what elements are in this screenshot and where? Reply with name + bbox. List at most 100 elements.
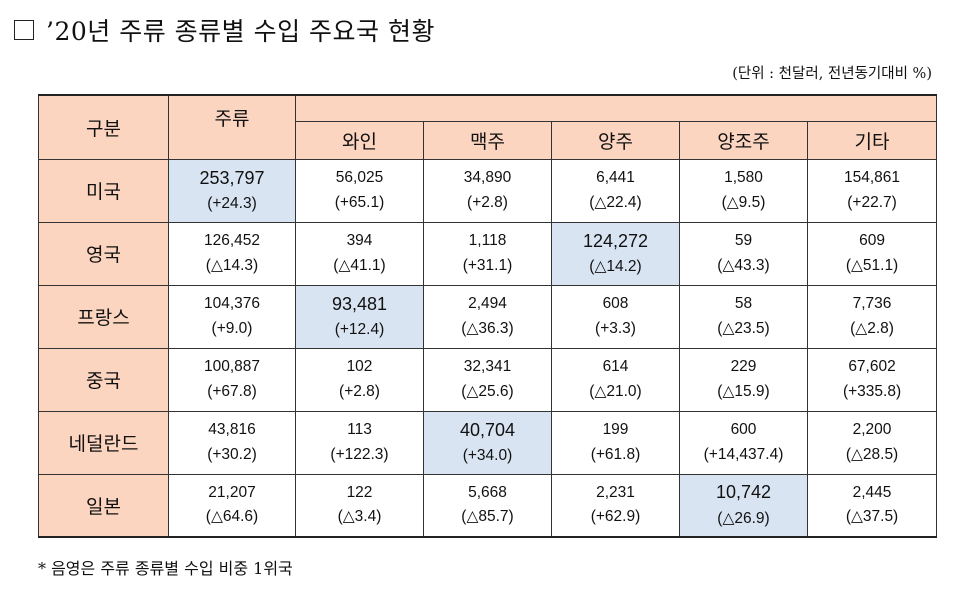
header-brewed: 양조주 [679,120,808,160]
row-country: 미국 [38,158,169,223]
cell-value: 2,445 [852,484,892,502]
cell-value: 614 [602,358,629,376]
cell-value: 1,118 [468,232,507,250]
cell-change: (+31.1) [462,256,513,274]
cell-change: (△14.2) [589,258,642,276]
data-cell: 58 (△23.5) [679,284,808,349]
unit-note: (단위 : 천달러, 전년동기대비 %) [732,66,932,82]
table-row: 영국 126,452 (△14.3) 394 (△41.1) 1,118 (+31.1) 12… [38,221,938,286]
cell-value: 32,341 [463,358,512,376]
cell-value: 1,580 [724,169,763,187]
data-cell: 124,272 (△14.2) [551,221,680,286]
data-cell: 229 (△15.9) [679,347,808,412]
cell-change: (△28.5) [845,445,899,463]
cell-change: (△23.5) [717,319,770,337]
cell-value: 43,816 [208,421,256,439]
cell-value: 67,602 [848,358,896,376]
cell-value: 40,704 [459,419,516,440]
cell-value: 102 [346,358,373,376]
cell-value: 10,742 [715,482,772,503]
data-cell: 126,452 (△14.3) [168,221,296,286]
data-cell: 394 (△41.1) [295,221,424,286]
cell-change: (+65.1) [334,193,385,211]
cell-value: 122 [346,484,373,502]
cell-change: (+14,437.4) [703,445,784,463]
row-country: 영국 [38,221,169,286]
cell-change: (△36.3) [461,319,514,337]
cell-change: (△22.4) [589,193,642,211]
cell-change: (+30.2) [207,445,257,463]
cell-value: 34,890 [463,169,512,187]
cell-change: (△43.3) [717,256,770,274]
import-table: 구분 주류 와인 맥주 양주 양조주 기타 미국 253,797 (+24.3) 56… [38,94,938,538]
cell-change: (△51.1) [845,256,899,274]
cell-value: 2,231 [596,484,635,502]
cell-value: 5,668 [468,484,507,502]
cell-value: 199 [602,421,629,439]
cell-value: 154,861 [844,169,901,187]
data-cell: 122 (△3.4) [295,473,424,538]
cell-value: 229 [730,358,757,376]
cell-value: 124,272 [582,230,649,251]
page-title: ’20년 주류 종류별 수입 주요국 현황 [46,17,435,46]
cell-value: 104,376 [203,295,261,313]
cell-value: 253,797 [199,167,265,188]
cell-change: (+62.9) [590,508,641,526]
row-country: 프랑스 [38,284,169,349]
cell-change: (+122.3) [330,445,389,463]
data-cell: 56,025 (+65.1) [295,158,424,223]
cell-value: 113 [347,421,372,439]
data-cell: 113 (+122.3) [295,410,424,475]
cell-change: (+22.7) [847,193,897,211]
data-cell: 608 (+3.3) [551,284,680,349]
header-spirits: 양주 [551,120,680,160]
header-wine: 와인 [295,120,424,160]
header-liquor: 주류 [168,94,296,160]
data-cell: 1,118 (+31.1) [423,221,552,286]
header-other: 기타 [806,120,938,160]
cell-value: 600 [730,421,757,439]
data-cell: 2,494 (△36.3) [423,284,552,349]
cell-value: 58 [734,295,753,313]
data-cell: 2,200 (△28.5) [806,410,938,475]
header-beer: 맥주 [423,120,552,160]
table-row: 일본 21,207 (△64.6) 122 (△3.4) 5,668 (△85.7) 2,23… [38,473,938,538]
cell-change: (+335.8) [842,382,902,400]
data-cell: 34,890 (+2.8) [423,158,552,223]
data-cell: 1,580 (△9.5) [679,158,808,223]
cell-value: 21,207 [208,484,256,502]
cell-value: 2,494 [468,295,507,313]
cell-value: 6,441 [596,169,635,187]
cell-value: 394 [346,232,373,250]
data-cell: 59 (△43.3) [679,221,808,286]
cell-value: 56,025 [335,169,384,187]
data-cell: 7,736 (△2.8) [806,284,938,349]
cell-change: (+2.8) [339,382,380,400]
cell-change: (△25.6) [461,382,514,400]
table-row: 프랑스 104,376 (+9.0) 93,481 (+12.4) 2,494 (△36.3… [38,284,938,349]
data-cell: 614 (△21.0) [551,347,680,412]
header-category: 구분 [38,94,169,160]
cell-change: (△15.9) [717,382,770,400]
cell-change: (△9.5) [721,193,766,211]
data-cell: 5,668 (△85.7) [423,473,552,538]
data-cell: 104,376 (+9.0) [168,284,296,349]
data-cell: 2,231 (+62.9) [551,473,680,538]
cell-change: (△14.3) [205,256,259,274]
data-cell: 67,602 (+335.8) [806,347,938,412]
header-blank [294,94,938,122]
cell-change: (+61.8) [590,445,641,463]
data-cell: 199 (+61.8) [551,410,680,475]
data-cell: 10,742 (△26.9) [679,473,808,538]
data-cell: 43,816 (+30.2) [168,410,296,475]
cell-change: (+9.0) [211,319,253,337]
cell-change: (+34.0) [462,447,513,465]
footnote: * 음영은 주류 종류별 수입 비중 1위국 [38,559,293,578]
cell-change: (+3.3) [595,319,636,337]
row-country: 네덜란드 [38,410,169,475]
data-cell: 609 (△51.1) [806,221,938,286]
data-cell: 6,441 (△22.4) [551,158,680,223]
data-cell: 21,207 (△64.6) [168,473,296,538]
cell-value: 93,481 [331,293,388,314]
data-cell: 154,861 (+22.7) [806,158,938,223]
